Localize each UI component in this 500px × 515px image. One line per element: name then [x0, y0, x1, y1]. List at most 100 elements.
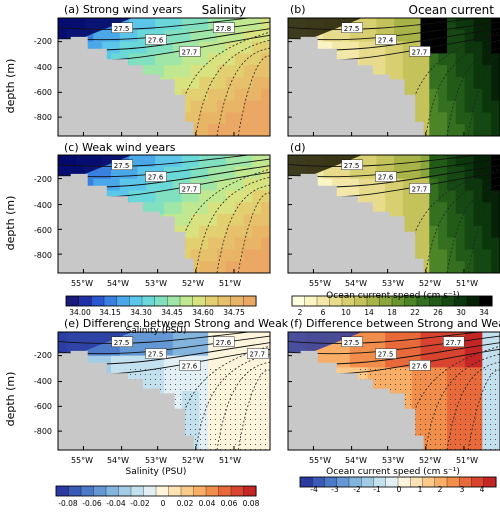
field-cell — [455, 190, 466, 203]
xtick-label: 51°W — [219, 279, 241, 288]
field-cell — [394, 41, 404, 54]
cbar-tick-label: 22 — [410, 308, 420, 317]
field-cell — [411, 249, 422, 262]
field-cell — [128, 178, 139, 191]
field-cell — [155, 332, 165, 345]
field-cell — [172, 214, 183, 227]
field-cell — [164, 190, 174, 203]
field-cell — [225, 261, 236, 273]
colorbar-swatch — [130, 485, 145, 497]
field-cell — [394, 343, 404, 357]
field-cell — [181, 249, 192, 262]
field-cell — [172, 29, 183, 43]
colorbar-frame — [299, 476, 497, 488]
field-cell — [146, 190, 156, 203]
panel-d: 27.5 27.6 27.7 — [287, 154, 500, 274]
cbar-tick-label: -2 — [353, 485, 361, 494]
field-cell — [128, 343, 139, 357]
field-cell — [473, 124, 483, 136]
colorbar-swatch — [78, 295, 92, 307]
field-cell — [420, 202, 430, 215]
field-cell — [438, 77, 448, 90]
field-cell — [473, 166, 483, 180]
isopycnal-contour — [58, 18, 253, 30]
field-cell — [261, 237, 270, 250]
field-cell — [243, 332, 253, 345]
field-cell — [243, 249, 253, 262]
colorbar-swatch — [155, 485, 170, 497]
field-cell — [358, 355, 369, 368]
field-cell — [225, 343, 236, 357]
cbar-tick-label: -3 — [331, 485, 339, 494]
field-cell — [208, 261, 218, 273]
field-cell — [84, 41, 94, 54]
ytick-label: -800 — [34, 427, 52, 436]
field-cell — [208, 100, 218, 113]
field-cell — [491, 355, 500, 368]
field-cell — [491, 249, 500, 262]
field-cell — [314, 29, 324, 43]
field-cell — [358, 343, 369, 357]
field-cell — [438, 65, 448, 78]
colorbar-swatch — [105, 485, 120, 497]
cbar-tick-label: 3 — [460, 485, 465, 494]
field-cell — [402, 77, 413, 90]
field-cell — [473, 112, 483, 125]
field-cell — [314, 343, 324, 357]
cbar-tick-label: -4 — [310, 485, 318, 494]
field-cell — [473, 53, 483, 66]
field-cell — [217, 190, 227, 203]
field-cell — [438, 166, 448, 180]
xtick-label: 53°W — [382, 456, 404, 465]
field-cell — [93, 343, 103, 357]
field-cell — [411, 343, 422, 357]
field-cell — [491, 214, 500, 227]
field-cell — [217, 155, 227, 168]
field-cell — [491, 100, 500, 113]
field-cell — [464, 343, 475, 357]
field-cell — [243, 202, 253, 215]
field-cell — [385, 155, 395, 168]
field-cell — [146, 155, 156, 168]
field-cell — [137, 166, 147, 180]
field-cell — [385, 202, 395, 215]
field-cell — [420, 166, 430, 180]
cbar-tick-label: -0.02 — [130, 499, 150, 508]
field-cell — [243, 214, 253, 227]
field-cell — [358, 53, 369, 66]
field-cell — [155, 155, 165, 168]
colorbar-swatch — [91, 295, 105, 307]
field-cell — [358, 18, 369, 31]
field-cell — [411, 112, 422, 125]
field-cell — [385, 65, 395, 78]
xtick-label: 54°W — [345, 456, 367, 465]
field-contour — [237, 55, 270, 136]
field-cell — [402, 41, 413, 54]
field-cell — [491, 178, 500, 191]
field-cell — [199, 77, 209, 90]
field-cell — [420, 225, 430, 239]
field-cell — [261, 100, 270, 113]
field-cell — [252, 202, 262, 215]
field-cell — [208, 53, 218, 66]
field-cell — [482, 202, 492, 215]
field-cell — [491, 124, 500, 136]
field-cell — [429, 249, 439, 262]
field-cell — [455, 77, 466, 90]
field-cell — [128, 18, 139, 31]
field-cell — [164, 166, 174, 180]
bathymetry-land — [288, 173, 424, 273]
field-cell — [455, 237, 466, 250]
field-cell — [181, 100, 192, 113]
field-cell — [332, 343, 342, 357]
field-cell — [455, 261, 466, 273]
field-cell — [447, 65, 457, 78]
cbar-tick-label: 34.30 — [130, 308, 152, 317]
field-cell — [411, 77, 422, 90]
field-cell — [234, 225, 245, 239]
field-cell — [137, 155, 147, 168]
field-cell — [438, 249, 448, 262]
ytick-label: -200 — [34, 37, 52, 46]
field-cell — [225, 29, 236, 43]
